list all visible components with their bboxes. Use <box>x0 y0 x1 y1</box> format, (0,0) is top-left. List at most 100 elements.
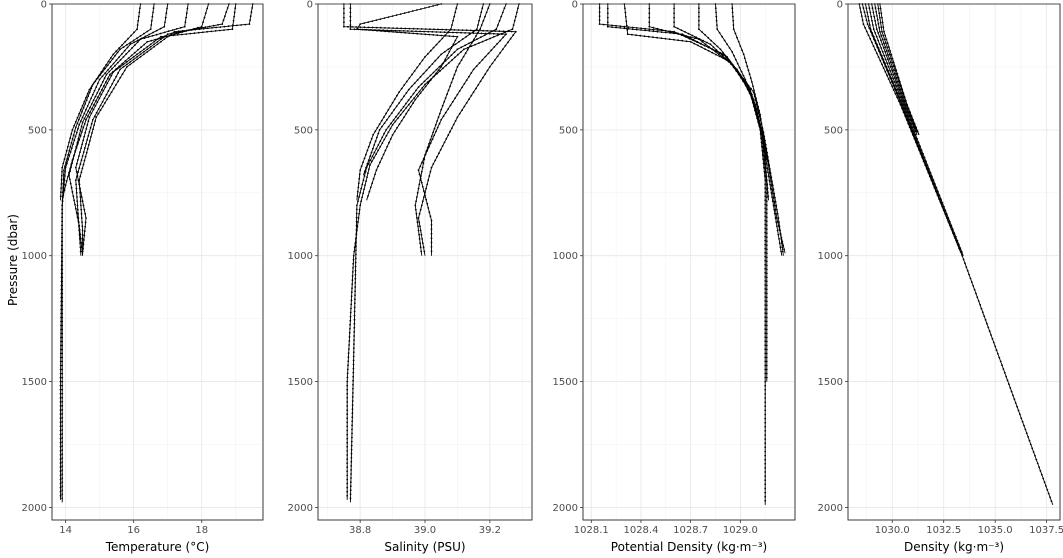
profile-point <box>354 261 357 264</box>
profile-point <box>478 19 480 22</box>
profile-point <box>765 280 768 283</box>
y-tick-label: 2000 <box>22 503 47 514</box>
profile-point <box>98 88 100 91</box>
profile-point <box>944 209 947 212</box>
profile-point <box>78 118 80 121</box>
profile-point <box>94 120 97 123</box>
x-tick-label: 39.2 <box>479 525 501 536</box>
profile-point <box>764 483 767 486</box>
profile-point <box>668 38 671 41</box>
profile-point <box>480 11 483 14</box>
profile-point <box>384 30 386 33</box>
profile-point <box>453 51 456 54</box>
profile-point <box>764 356 767 359</box>
profile-point <box>396 27 398 30</box>
profile-point <box>861 19 864 21</box>
profile-point <box>896 73 899 75</box>
profile-point <box>765 356 768 359</box>
profile-point <box>149 28 152 31</box>
profile-point <box>418 212 421 215</box>
profile-point <box>450 81 453 84</box>
profile-point <box>422 162 425 165</box>
profile-point <box>74 151 76 153</box>
profile-point <box>83 234 86 237</box>
profile-point <box>62 186 64 189</box>
y-tick-label: 1500 <box>553 377 578 388</box>
profile-point <box>460 51 462 53</box>
profile-point <box>471 42 473 44</box>
profile-point <box>393 108 396 111</box>
profile-point <box>375 169 378 172</box>
profile-point <box>764 195 767 198</box>
profile-point <box>108 94 111 97</box>
profile-point <box>764 499 767 502</box>
profile-point <box>779 229 781 232</box>
profile-point <box>673 7 675 10</box>
profile-point <box>346 380 349 383</box>
profile-point <box>736 36 738 39</box>
profile-point <box>414 98 417 101</box>
profile-point <box>761 127 764 130</box>
profile-point <box>106 82 109 85</box>
profile-point <box>386 145 389 148</box>
profile-point <box>61 441 64 443</box>
profile-point <box>882 26 885 28</box>
profile-point <box>706 41 708 44</box>
profile-point <box>197 31 200 34</box>
profile-point <box>59 458 62 460</box>
profile-point <box>774 200 777 203</box>
profile-point <box>143 48 145 51</box>
profile-point <box>354 298 356 301</box>
profile-point <box>445 137 448 140</box>
profile-point <box>105 64 107 66</box>
profile-point <box>418 233 420 236</box>
profile-point <box>402 105 405 108</box>
profile-point <box>635 28 638 31</box>
profile-point <box>71 129 74 131</box>
profile-point <box>973 288 976 291</box>
profile-point <box>413 70 416 72</box>
profile-point <box>1031 447 1034 450</box>
profile-point <box>987 326 990 329</box>
profile-point <box>764 267 767 270</box>
profile-point <box>764 332 767 335</box>
x-axis-title: Density (kg·m⁻³) <box>904 540 1004 554</box>
profile-point <box>764 227 767 230</box>
x-axis-title: Potential Density (kg·m⁻³) <box>611 540 767 554</box>
profile-point <box>887 78 890 80</box>
profile-point <box>421 200 424 203</box>
y-tick-label: 500 <box>294 125 313 136</box>
profile-point <box>764 471 767 473</box>
profile-point <box>420 181 423 184</box>
profile-point <box>772 192 774 195</box>
profile-point <box>107 69 109 71</box>
profile-point <box>405 107 407 109</box>
profile-point <box>913 122 916 125</box>
profile-point <box>660 31 663 33</box>
profile-point <box>660 37 663 40</box>
profile-point <box>61 268 64 271</box>
profile-point <box>202 31 204 34</box>
profile-point <box>458 40 460 43</box>
profile-point <box>1025 432 1028 435</box>
profile-point <box>360 28 362 31</box>
profile-point <box>407 103 410 106</box>
profile-point <box>1001 364 1003 367</box>
profile-point <box>61 248 64 251</box>
profile-point <box>916 137 918 140</box>
profile-point <box>999 360 1002 363</box>
plot-frame <box>847 3 1061 521</box>
profile-point <box>754 99 757 102</box>
profile-point <box>137 19 140 22</box>
profile-point <box>367 159 370 162</box>
profile-point <box>472 91 475 93</box>
profile-point <box>424 154 426 156</box>
profile-point <box>102 67 105 70</box>
profile-point <box>764 442 767 445</box>
profile-point <box>776 213 779 215</box>
profile-point <box>447 108 450 110</box>
profile-point <box>61 272 64 275</box>
profile-point <box>966 269 969 272</box>
profile-point <box>61 166 64 169</box>
